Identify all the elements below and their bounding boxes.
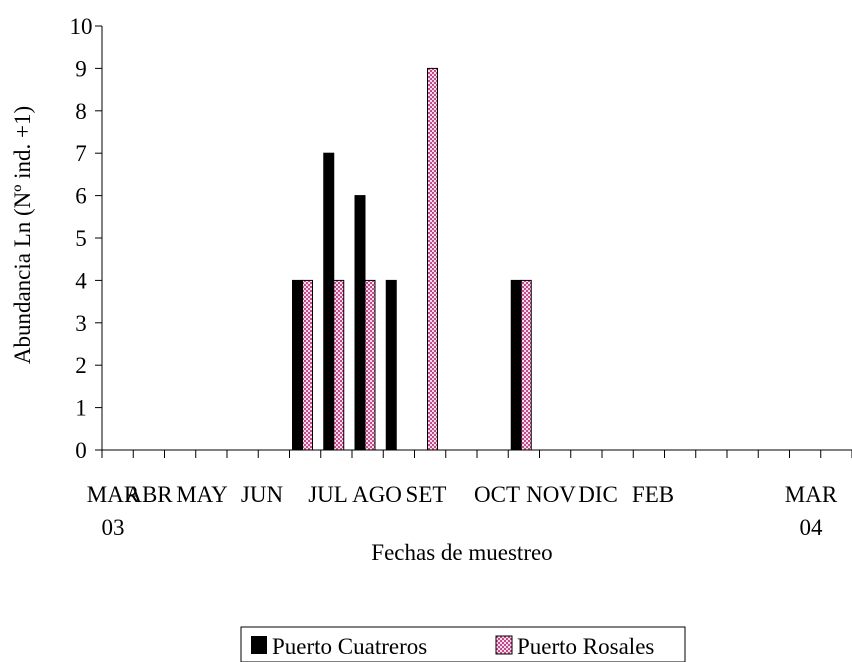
legend-box [240,626,686,662]
bar-puerto-cuatreros [510,279,522,451]
x-tick-label-year: 03 [102,515,125,540]
y-tick-label: 10 [70,14,93,39]
x-tick-label: SET [406,482,447,507]
x-tick-label: JUL [308,482,348,507]
x-tick-label: DIC [578,482,618,507]
bar-puerto-rosales [333,279,345,451]
legend-label-puerto-cuatreros: Puerto Cuatreros [272,634,427,659]
x-tick-label: MAY [176,482,228,507]
x-tick-label: AGO [352,482,402,507]
y-tick-label: 1 [75,396,87,421]
x-tick-label-year: 04 [800,515,824,540]
y-axis-ticks: 0 1 2 3 4 5 6 7 8 9 10 [70,14,102,463]
y-tick-label: 3 [75,311,87,336]
x-axis-label: Fechas de muestreo [371,540,552,565]
bar-puerto-cuatreros [323,152,335,451]
y-tick-label: 0 [75,438,87,463]
bar-puerto-rosales [427,67,438,451]
x-tick-label: ABR [125,482,173,507]
y-tick-label: 7 [75,141,87,166]
bar-puerto-rosales [302,279,313,451]
y-tick-label: 5 [75,226,87,251]
x-tick-label: JUN [241,482,284,507]
x-axis-ticks [101,450,852,458]
x-tick-label: FEB [632,482,674,507]
y-tick-label: 6 [75,184,87,209]
bar-puerto-cuatreros [385,279,397,451]
x-tick-label: MAR [87,482,140,507]
bar-puerto-rosales [364,279,376,451]
y-tick-label: 4 [75,268,87,293]
y-tick-label: 8 [75,99,87,124]
bar-puerto-cuatreros [354,195,366,451]
legend-swatch-puerto-rosales [495,635,513,655]
bar-puerto-cuatreros [292,279,303,451]
y-tick-label: 9 [75,56,87,81]
bars [292,67,532,451]
x-tick-label: OCT [474,482,520,507]
y-axis-label: Abundancia Ln (Nº ind. +1) [10,106,35,364]
y-tick-label: 2 [75,353,87,378]
legend-swatch-puerto-cuatreros [251,636,267,654]
x-tick-label: MAR [785,482,838,507]
legend: Puerto Cuatreros Puerto Rosales [240,626,686,662]
legend-label-puerto-rosales: Puerto Rosales [517,634,654,659]
x-tick-label: NOV [526,482,576,507]
bar-puerto-rosales [520,279,532,451]
